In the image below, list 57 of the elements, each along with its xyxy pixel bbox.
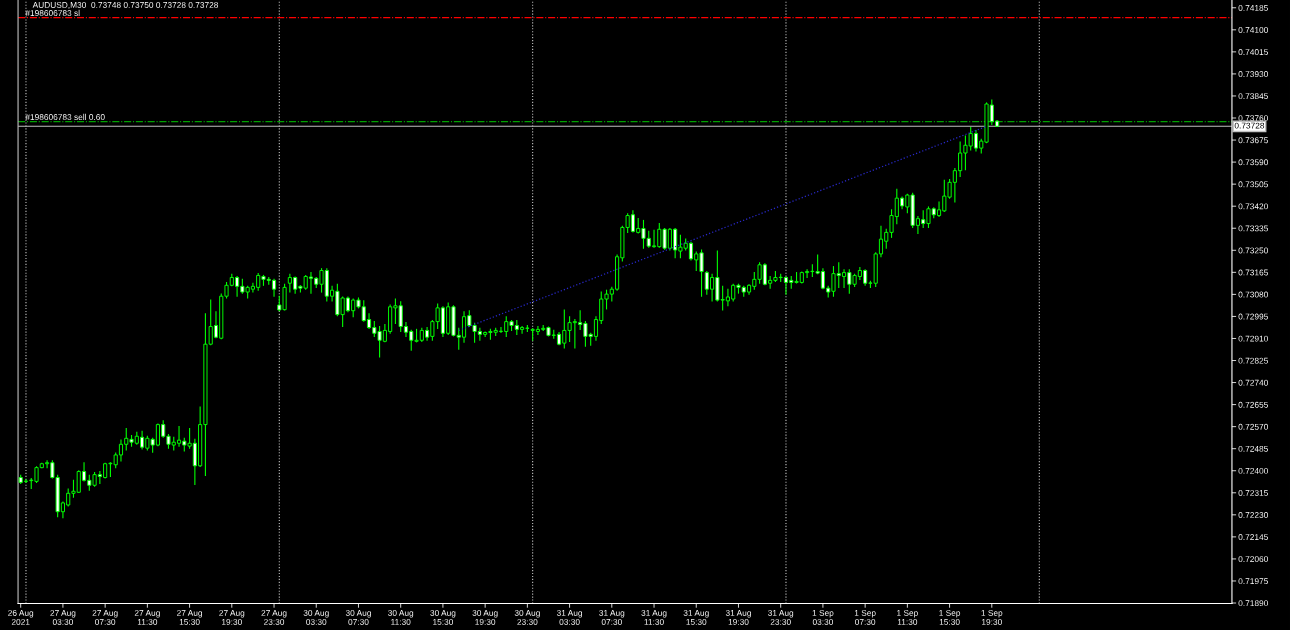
x-tick-label: 30 Aug 03:30 (303, 610, 329, 625)
x-tick-label: 1 Sep 07:30 (854, 610, 876, 625)
y-tick-label: 0.74100 (1238, 27, 1268, 33)
ref-line-label: #198606783 sl (25, 9, 80, 16)
x-tick-label: 31 Aug 19:30 (725, 610, 751, 625)
y-tick-label: 0.72315 (1238, 489, 1268, 496)
y-tick-label: 0.73760 (1238, 115, 1268, 122)
y-tick-label: 0.72230 (1238, 512, 1268, 518)
x-tick-label: 27 Aug 07:30 (92, 610, 118, 625)
x-tick-label: 30 Aug 07:30 (345, 610, 371, 625)
y-tick-label: 0.72910 (1238, 335, 1268, 342)
x-tick-label: 31 Aug 11:30 (641, 610, 667, 625)
y-tick-label: 0.73080 (1238, 291, 1268, 298)
x-tick-label: 1 Sep 15:30 (939, 610, 961, 625)
x-tick-label: 31 Aug 07:30 (599, 610, 625, 625)
x-tick-label: 26 Aug 2021 (8, 610, 34, 625)
x-tick-label: 30 Aug 23:30 (514, 610, 540, 625)
ref-line-label: #198606783 sell 0.60 (25, 113, 105, 120)
y-tick-label: 0.72740 (1238, 379, 1268, 386)
candlestick (23, 479, 29, 483)
y-tick-label: 0.72995 (1238, 313, 1268, 320)
y-tick-label: 0.72145 (1238, 534, 1268, 540)
y-tick-label: 0.73505 (1238, 181, 1268, 188)
y-tick-label: 0.73420 (1238, 203, 1268, 210)
x-tick-label: 27 Aug 23:30 (261, 610, 287, 625)
x-tick-label: 31 Aug 15:30 (683, 610, 709, 625)
y-tick-label: 0.73675 (1238, 137, 1268, 144)
chart-title: AUDUSD,M30 0.73748 0.73750 0.73728 0.73728 (32, 2, 219, 9)
y-tick-label: 0.73335 (1238, 225, 1268, 232)
y-tick-label: 0.73845 (1238, 93, 1268, 100)
y-tick-label: 0.73250 (1238, 247, 1268, 254)
y-tick-label: 0.72825 (1238, 357, 1268, 364)
y-tick-label: 0.71975 (1238, 578, 1268, 585)
x-tick-label: 31 Aug 03:30 (556, 610, 583, 625)
y-tick-label: 0.73590 (1238, 159, 1268, 166)
y-tick-label: 0.72485 (1238, 445, 1268, 452)
x-tick-label: 27 Aug 15:30 (177, 610, 203, 625)
x-tick-label: 31 Aug 23:30 (768, 610, 794, 625)
x-tick-label: 1 Sep 11:30 (897, 610, 918, 625)
x-tick-label: 27 Aug 03:30 (50, 610, 76, 625)
y-tick-label: 0.72060 (1238, 556, 1268, 563)
x-tick-label: 27 Aug 11:30 (134, 610, 160, 625)
y-tick-label: 0.73165 (1238, 269, 1268, 276)
ref-line-label: 0.73728 (1234, 122, 1265, 129)
x-tick-label: 1 Sep 03:30 (812, 610, 834, 625)
x-tick-label: 1 Sep 19:30 (981, 610, 1003, 625)
x-tick-label: 30 Aug 15:30 (430, 610, 456, 625)
y-tick-label: 0.71890 (1238, 600, 1268, 607)
x-tick-label: 27 Aug 19:30 (219, 610, 245, 625)
x-tick-label: 30 Aug 19:30 (472, 610, 498, 625)
x-tick-label: 30 Aug 11:30 (388, 610, 414, 625)
y-tick-label: 0.72570 (1238, 423, 1268, 430)
y-tick-label: 0.72400 (1238, 467, 1268, 474)
y-tick-label: 0.74015 (1238, 49, 1268, 55)
y-tick-label: 0.73930 (1238, 71, 1268, 78)
y-tick-label: 0.74185 (1238, 4, 1268, 11)
y-tick-label: 0.72655 (1238, 401, 1268, 408)
